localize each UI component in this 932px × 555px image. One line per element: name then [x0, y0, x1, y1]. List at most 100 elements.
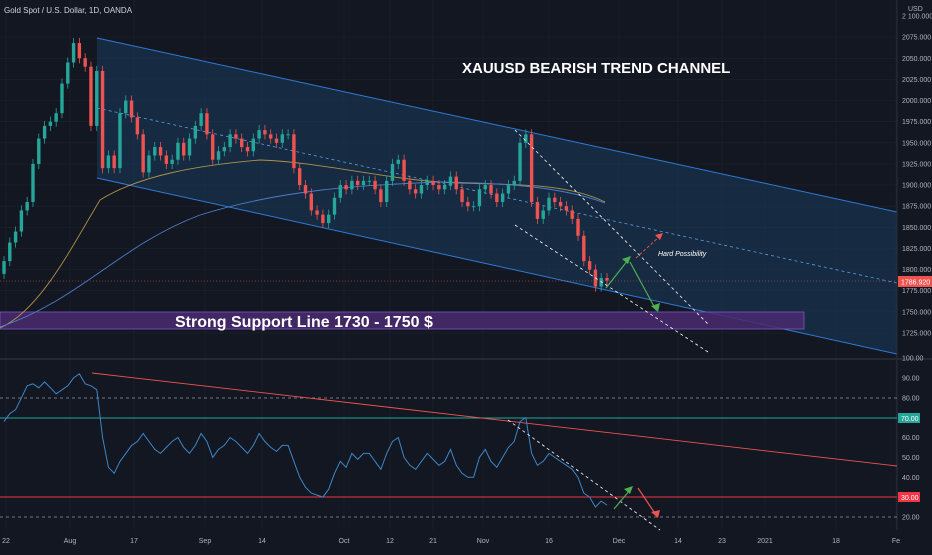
candle-body [495, 193, 499, 202]
time-tick-label: 12 [386, 538, 394, 545]
candle-body [135, 117, 140, 135]
rsi-tick-label: 20.00 [902, 515, 920, 522]
candle-body [25, 201, 29, 211]
candle-body [425, 180, 429, 186]
support-zone [0, 311, 805, 330]
price-tick-label: 1775.000 [902, 288, 931, 295]
candle-body [396, 159, 400, 164]
candle-body [576, 218, 580, 236]
candle-body [54, 113, 58, 122]
candle-body [280, 134, 285, 143]
candle-body [298, 168, 302, 186]
candle-body [31, 163, 35, 202]
time-tick-label: Fe [892, 538, 900, 545]
hard-possibility-label: Hard Possibility [658, 251, 707, 258]
candle-body [240, 138, 244, 148]
candle-body [431, 180, 435, 186]
candle-body [529, 134, 534, 202]
candle-body [350, 180, 354, 190]
candle-body [228, 134, 232, 148]
candle-body [303, 185, 308, 194]
rsi-line [3, 373, 608, 508]
candle-body [605, 278, 609, 281]
price-tick-label: 2075.000 [902, 35, 931, 42]
price-tick-label: 2000.000 [902, 98, 931, 105]
rsi-tick-label: 100.00 [902, 356, 924, 363]
candle-body [379, 189, 383, 202]
price-tick-label: 1725.000 [902, 331, 931, 338]
candle-body [315, 210, 319, 215]
price-tick-label: 1975.000 [902, 119, 931, 126]
last-price-badge [898, 276, 932, 287]
hard-possibility-arrow [635, 235, 661, 259]
candle-body [124, 100, 128, 114]
rsi-lower-badge-text: 30.00 [901, 495, 919, 502]
candle-body [48, 121, 53, 126]
candle-body [454, 176, 458, 190]
rsi-tick-label: 90.00 [902, 375, 920, 382]
bullish-arrow-head [622, 256, 631, 264]
candle-body [489, 185, 493, 194]
forecast-dashed-line-upper [514, 129, 709, 325]
rsi-trendline [91, 372, 898, 467]
candle-body [19, 210, 24, 232]
candle-body [582, 235, 586, 262]
candle-body [466, 201, 470, 207]
candle-body [367, 180, 371, 182]
time-tick-label: 17 [130, 538, 138, 545]
candle-body [274, 138, 279, 143]
candle-body [106, 155, 111, 169]
candle-body [13, 231, 18, 243]
candle-body [2, 261, 6, 274]
price-tick-label: 1825.000 [902, 246, 931, 253]
candle-body [558, 201, 563, 207]
candle-body [448, 176, 453, 186]
time-tick-label: Aug [64, 538, 77, 545]
candle-body [153, 147, 157, 156]
candle-body [83, 58, 87, 67]
candle-body [442, 185, 447, 190]
price-tick-label: 1750.000 [902, 309, 931, 316]
candle-body [587, 261, 592, 270]
time-tick-label: 14 [258, 538, 266, 545]
candle-body [37, 138, 41, 164]
time-tick-label: 16 [545, 538, 553, 545]
candle-body [419, 185, 424, 194]
candle-body [553, 197, 557, 202]
hard-possibility-arrow-head [655, 233, 663, 240]
trend-channel-upper-line [96, 37, 898, 213]
price-tick-label: 1950.000 [902, 140, 931, 147]
candle-body [408, 180, 412, 190]
candle-body [263, 130, 267, 135]
candle-body [547, 197, 551, 211]
candle-body [413, 189, 418, 194]
rsi-bullish-arrow-head [624, 486, 633, 494]
candle-body [205, 113, 209, 135]
candle-body [477, 189, 482, 207]
candle-body [361, 180, 366, 186]
price-tick-label: 2050.000 [902, 56, 931, 63]
time-tick-label: Nov [477, 538, 490, 545]
candle-body [112, 155, 116, 169]
candle-body [460, 189, 464, 202]
candle-body [89, 66, 93, 126]
price-tick-label: 2025.000 [902, 77, 931, 84]
candle-body [176, 142, 180, 160]
rsi-upper-badge [898, 413, 920, 423]
candle-body [245, 147, 250, 152]
rsi-bearish-arrow-head [651, 510, 660, 518]
candle-body [483, 185, 487, 190]
candle-body [234, 134, 238, 139]
candle-body [292, 134, 296, 169]
candle-body [222, 147, 227, 152]
candle-body [541, 210, 545, 219]
price-tick-label: 1850.000 [902, 225, 931, 232]
candle-body [570, 210, 574, 219]
candle-body [332, 197, 337, 215]
time-tick-label: 14 [674, 538, 682, 545]
candle-body [344, 185, 348, 190]
candle-body [257, 130, 261, 139]
price-tick-label: 2 100.000 [902, 14, 932, 21]
candle-body [216, 151, 221, 160]
